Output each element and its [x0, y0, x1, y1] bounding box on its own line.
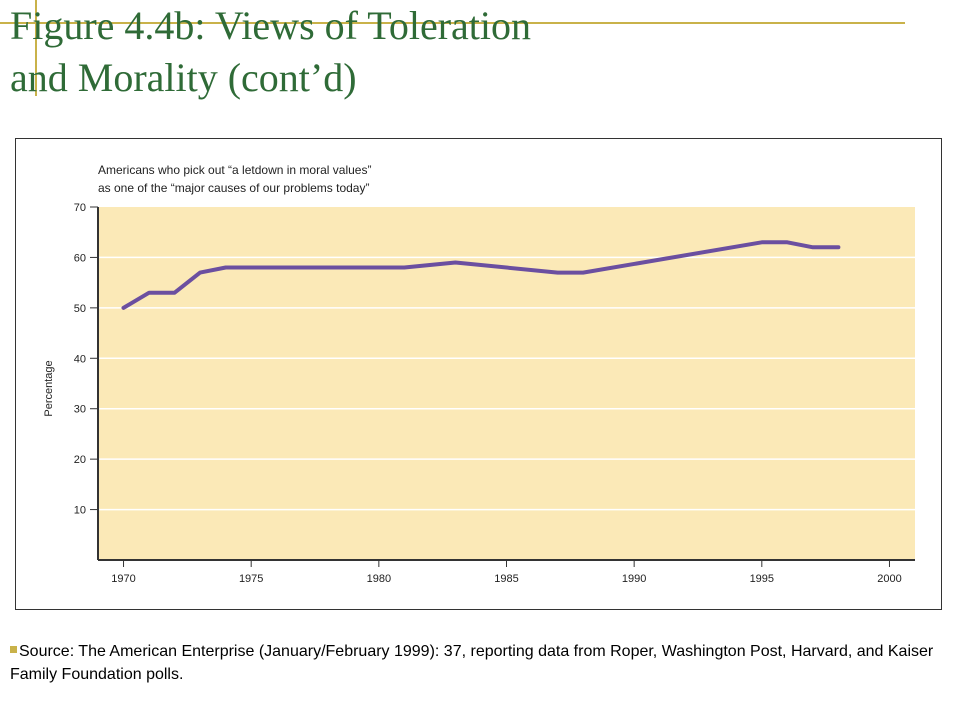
- page-title-line1: Figure 4.4b: Views of Toleration: [10, 3, 532, 48]
- chart-title-line2: as one of the “major causes of our probl…: [98, 181, 369, 195]
- plot-background: [98, 207, 915, 560]
- xtick-label-1980: 1980: [367, 573, 391, 585]
- ytick-label-20: 20: [74, 454, 86, 466]
- xtick-label-1970: 1970: [111, 573, 135, 585]
- title-accent-rule: [0, 22, 905, 24]
- xtick-label-1995: 1995: [750, 573, 774, 585]
- source-note: Source: The American Enterprise (January…: [10, 640, 945, 686]
- xtick-label-1975: 1975: [239, 573, 263, 585]
- ytick-label-40: 40: [74, 353, 86, 365]
- xtick-label-2000: 2000: [877, 573, 901, 585]
- ytick-label-60: 60: [74, 252, 86, 264]
- chart-title-line1: Americans who pick out “a letdown in mor…: [98, 163, 371, 177]
- source-text: Source: The American Enterprise (January…: [10, 643, 934, 683]
- xtick-label-1990: 1990: [622, 573, 646, 585]
- ytick-label-50: 50: [74, 303, 86, 315]
- line-chart: Americans who pick out “a letdown in mor…: [43, 163, 915, 585]
- page-title: Figure 4.4b: Views of Toleration and Mor…: [10, 0, 531, 104]
- ytick-label-10: 10: [74, 505, 86, 517]
- title-accent-vertical-rule: [35, 0, 37, 96]
- bullet-icon: [10, 646, 17, 654]
- ytick-label-30: 30: [74, 404, 86, 416]
- xtick-label-1985: 1985: [494, 573, 518, 585]
- ytick-label-70: 70: [74, 202, 86, 214]
- y-axis-label: Percentage: [43, 360, 55, 416]
- chart-frame: Americans who pick out “a letdown in mor…: [15, 138, 942, 610]
- page-title-line2: and Morality (cont’d): [10, 55, 357, 100]
- series-line-0: [121, 240, 841, 310]
